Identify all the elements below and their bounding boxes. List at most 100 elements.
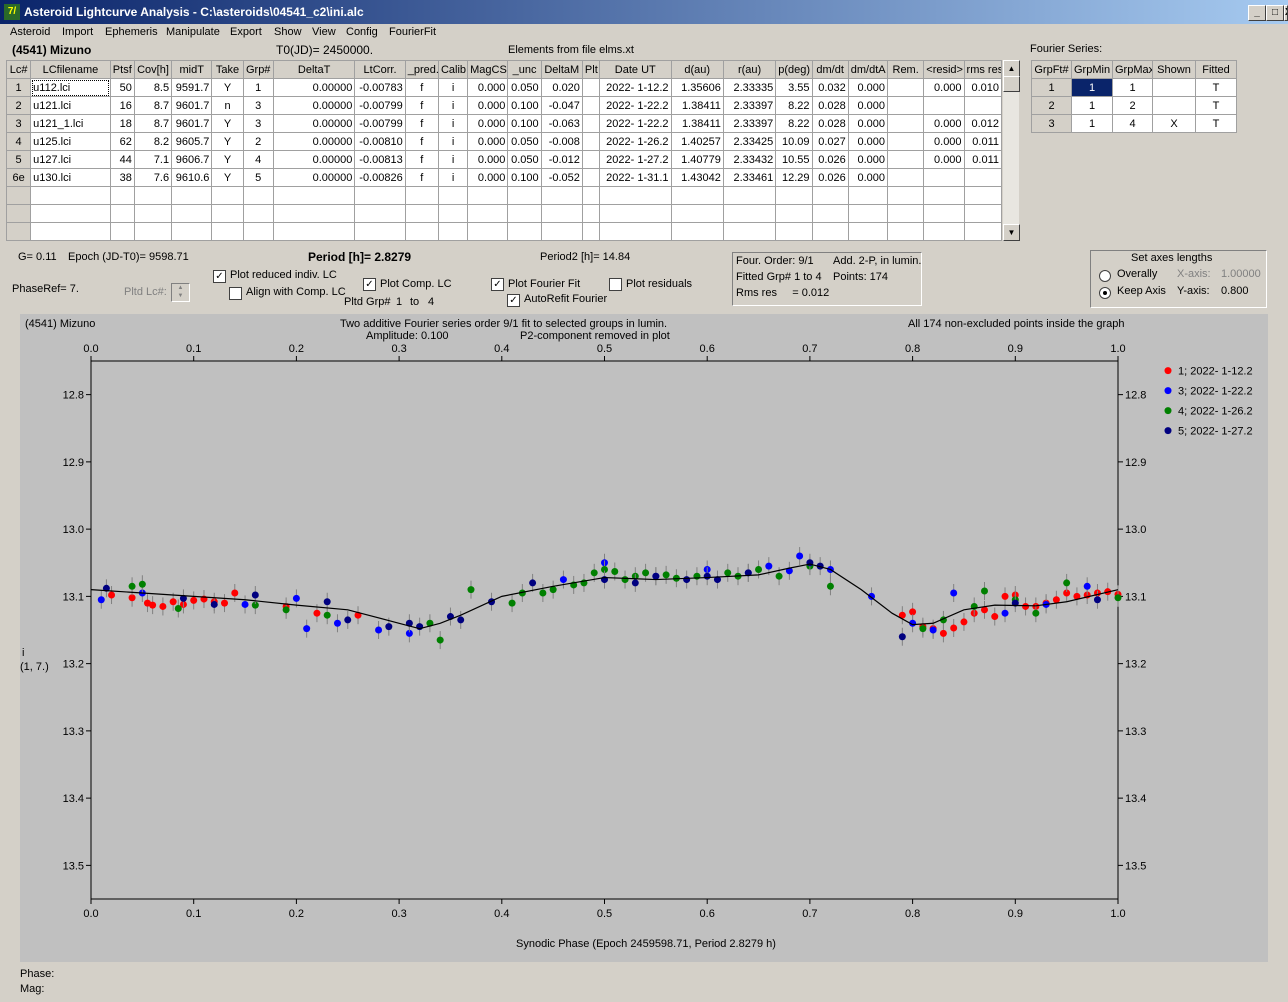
table-cell[interactable]: 2.33425 xyxy=(722,132,777,151)
table-cell[interactable] xyxy=(599,222,672,241)
align-comp-checkbox[interactable] xyxy=(229,287,242,300)
table-cell[interactable]: -0.00783 xyxy=(354,78,406,97)
table-row[interactable]: 2 u121.lci 16 8.7 9601.7 n 3 0.00000 -0.00799 f i 0… xyxy=(5,96,1003,115)
lightcurve-table-scrollbar[interactable]: ▲ ▼ xyxy=(1003,60,1020,241)
table-cell[interactable]: 0.027 xyxy=(811,132,849,151)
table-cell[interactable]: f xyxy=(404,168,439,187)
table-cell[interactable]: -0.00799 xyxy=(354,114,406,133)
table-cell[interactable]: i xyxy=(437,132,469,151)
table-cell[interactable]: -0.00799 xyxy=(354,96,406,115)
table-cell[interactable]: 0.00000 xyxy=(272,132,356,151)
table-cell[interactable]: 7.6 xyxy=(133,168,173,187)
table-cell[interactable]: 2 xyxy=(1112,96,1153,115)
table-cell[interactable] xyxy=(811,204,849,223)
table-cell[interactable]: 50 xyxy=(109,78,135,97)
table-cell[interactable] xyxy=(540,222,583,241)
table-cell[interactable] xyxy=(811,186,849,205)
column-header[interactable]: _unc xyxy=(507,60,542,79)
table-cell[interactable]: 62 xyxy=(109,132,135,151)
table-cell[interactable]: 9601.7 xyxy=(171,96,213,115)
table-cell[interactable]: 5 xyxy=(5,150,32,169)
column-header[interactable]: Shown xyxy=(1152,60,1196,79)
table-cell[interactable] xyxy=(437,186,469,205)
table-cell[interactable]: 0.026 xyxy=(811,168,849,187)
table-row-empty[interactable] xyxy=(5,222,1003,241)
table-cell[interactable]: f xyxy=(404,132,439,151)
table-cell[interactable] xyxy=(272,186,356,205)
fourier-series-table[interactable]: GrpFt# GrpMin GrpMax Shown Fitted 1 1 1 T 2 1 2 T 3 1 4… xyxy=(1031,60,1237,133)
table-cell[interactable] xyxy=(887,168,925,187)
table-cell[interactable] xyxy=(670,204,724,223)
table-cell[interactable] xyxy=(211,186,244,205)
table-cell[interactable] xyxy=(887,186,925,205)
column-header[interactable]: r(au) xyxy=(722,60,777,79)
table-cell[interactable] xyxy=(581,78,601,97)
minimize-button[interactable]: _ xyxy=(1248,5,1266,21)
table-cell[interactable] xyxy=(581,132,601,151)
table-cell[interactable] xyxy=(923,204,965,223)
table-cell[interactable]: 1 xyxy=(1031,78,1072,97)
menu-view[interactable]: View xyxy=(312,26,336,38)
table-row[interactable]: 4 u125.lci 62 8.2 9605.7 Y 2 0.00000 -0.00810 f i 0… xyxy=(5,132,1003,151)
table-cell[interactable] xyxy=(599,186,672,205)
table-cell[interactable] xyxy=(171,186,213,205)
table-cell[interactable] xyxy=(670,222,724,241)
table-cell[interactable]: -0.00813 xyxy=(354,150,406,169)
table-cell[interactable] xyxy=(507,222,542,241)
scroll-thumb[interactable] xyxy=(1003,76,1020,92)
table-cell[interactable] xyxy=(507,186,542,205)
table-cell[interactable]: 0.000 xyxy=(467,96,509,115)
table-cell[interactable]: 1 xyxy=(5,78,32,97)
table-cell[interactable]: 8.2 xyxy=(133,132,173,151)
table-cell[interactable]: -0.008 xyxy=(540,132,583,151)
plot-fourier-checkbox[interactable]: ✓ xyxy=(491,278,504,291)
scroll-up-icon[interactable]: ▲ xyxy=(1003,60,1020,77)
column-header[interactable]: dm/dtA xyxy=(847,60,889,79)
table-cell[interactable] xyxy=(211,222,244,241)
table-cell[interactable] xyxy=(775,186,813,205)
table-cell[interactable] xyxy=(5,204,32,223)
table-cell[interactable]: 6e xyxy=(5,168,32,187)
table-cell[interactable]: 5 xyxy=(242,168,274,187)
table-cell[interactable]: 1.35606 xyxy=(670,78,724,97)
table-cell[interactable] xyxy=(887,222,925,241)
table-cell[interactable]: 0.026 xyxy=(811,150,849,169)
table-cell[interactable]: f xyxy=(404,96,439,115)
chart-svg[interactable]: 0.0 0.0 0.1 0.1 0.2 0.2 0.3 0.3 0.4 0.4 0.5 0.5 0.6 0… xyxy=(20,314,1268,962)
table-cell[interactable]: 2022- 1-27.2 xyxy=(599,150,672,169)
table-cell[interactable] xyxy=(467,204,509,223)
table-cell[interactable]: 8.5 xyxy=(133,78,173,97)
lightcurve-chart[interactable]: 0.0 0.0 0.1 0.1 0.2 0.2 0.3 0.3 0.4 0.4 0.5 0.5 0.6 0… xyxy=(20,314,1268,962)
table-cell[interactable] xyxy=(775,222,813,241)
table-cell[interactable]: 38 xyxy=(109,168,135,187)
table-cell[interactable]: T xyxy=(1195,114,1237,133)
table-cell[interactable]: -0.052 xyxy=(540,168,583,187)
table-cell[interactable]: 0.000 xyxy=(467,132,509,151)
xaxis-value[interactable]: 1.00000 xyxy=(1221,268,1261,280)
table-cell[interactable]: 0.100 xyxy=(507,114,542,133)
plot-reduced-checkbox[interactable]: ✓ xyxy=(213,270,226,283)
table-cell[interactable] xyxy=(354,204,406,223)
table-cell[interactable] xyxy=(887,204,925,223)
table-cell[interactable] xyxy=(887,132,925,151)
table-cell[interactable]: 2.33335 xyxy=(722,78,777,97)
table-cell[interactable] xyxy=(437,204,469,223)
table-cell[interactable]: 0.050 xyxy=(507,78,542,97)
menu-fourierfit[interactable]: FourierFit xyxy=(389,26,437,38)
table-cell[interactable]: 1.43042 xyxy=(670,168,724,187)
table-cell[interactable]: 8.22 xyxy=(775,114,813,133)
table-cell[interactable] xyxy=(404,222,439,241)
table-cell[interactable]: -0.063 xyxy=(540,114,583,133)
table-cell[interactable]: 3 xyxy=(5,114,32,133)
table-cell[interactable] xyxy=(670,186,724,205)
table-cell[interactable]: u121_1.lci xyxy=(30,114,111,133)
table-row-empty[interactable] xyxy=(5,204,1003,223)
plot-comp-checkbox[interactable]: ✓ xyxy=(363,278,376,291)
table-cell[interactable]: 0.012 xyxy=(963,114,1003,133)
table-cell[interactable]: Y xyxy=(211,78,244,97)
menu-export[interactable]: Export xyxy=(230,26,262,38)
table-cell[interactable]: 0.050 xyxy=(507,150,542,169)
table-cell[interactable]: Y xyxy=(211,132,244,151)
overally-radio[interactable] xyxy=(1099,270,1111,282)
